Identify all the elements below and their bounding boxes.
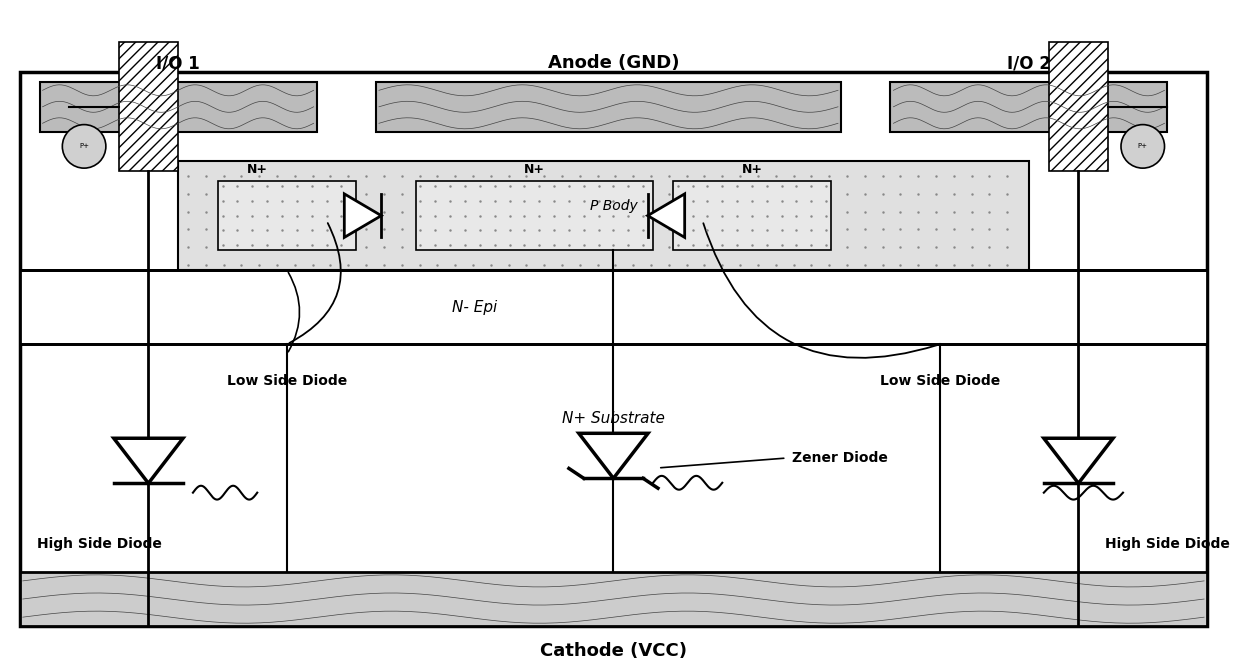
- Text: N+: N+: [247, 163, 268, 176]
- Bar: [1049, 42, 1109, 171]
- Polygon shape: [579, 434, 649, 479]
- Bar: [376, 82, 841, 132]
- Text: P Body: P Body: [589, 199, 637, 213]
- Polygon shape: [647, 194, 684, 238]
- Bar: [20, 572, 1207, 626]
- Bar: [119, 42, 179, 171]
- Polygon shape: [345, 194, 382, 238]
- Text: I/O 1: I/O 1: [156, 54, 200, 72]
- Text: Cathode (VCC): Cathode (VCC): [539, 642, 687, 660]
- Circle shape: [1121, 124, 1164, 168]
- Bar: [673, 181, 831, 250]
- Circle shape: [62, 124, 105, 168]
- Bar: [415, 181, 653, 250]
- Bar: [40, 82, 316, 132]
- Polygon shape: [1044, 438, 1114, 483]
- Text: N+ Substrate: N+ Substrate: [562, 411, 665, 426]
- Text: P+: P+: [79, 144, 89, 150]
- Text: Low Side Diode: Low Side Diode: [880, 374, 999, 388]
- Bar: [20, 72, 1207, 626]
- Text: High Side Diode: High Side Diode: [1105, 537, 1230, 551]
- Text: High Side Diode: High Side Diode: [36, 537, 161, 551]
- Text: Low Side Diode: Low Side Diode: [227, 374, 347, 388]
- Bar: [20, 270, 1207, 344]
- Bar: [179, 162, 1029, 270]
- Text: Anode (GND): Anode (GND): [548, 54, 680, 72]
- Text: P+: P+: [1138, 144, 1148, 150]
- Polygon shape: [114, 438, 184, 483]
- Text: N+: N+: [742, 163, 763, 176]
- Text: N+: N+: [523, 163, 544, 176]
- Text: I/O 2: I/O 2: [1007, 54, 1052, 72]
- Text: Zener Diode: Zener Diode: [791, 451, 888, 465]
- Text: N- Epi: N- Epi: [453, 300, 497, 314]
- Bar: [218, 181, 356, 250]
- Bar: [890, 82, 1168, 132]
